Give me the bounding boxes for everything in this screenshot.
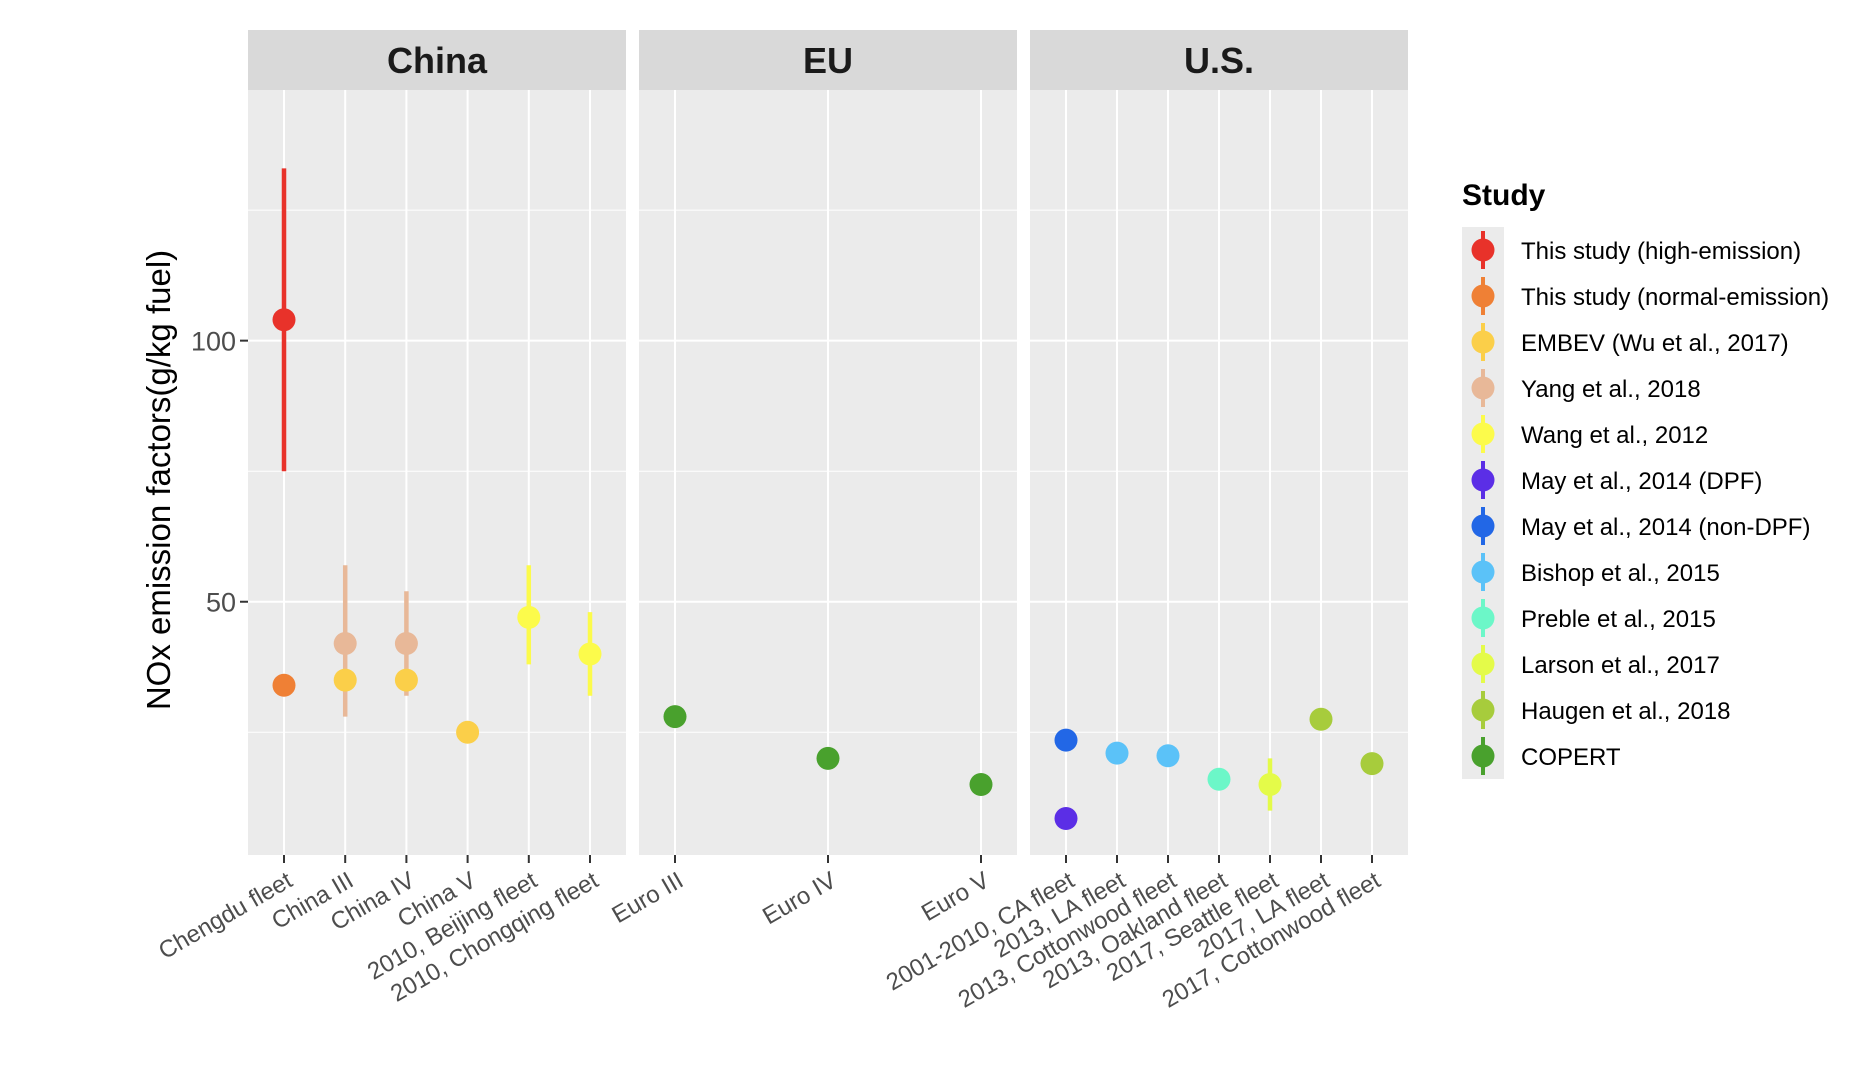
legend-entry: Bishop et al., 2015 xyxy=(1462,549,1720,595)
legend-entry: This study (high-emission) xyxy=(1462,227,1801,273)
legend-label: May et al., 2014 (DPF) xyxy=(1521,468,1762,495)
legend-label: Bishop et al., 2015 xyxy=(1521,560,1720,587)
legend-entry: EMBEV (Wu et al., 2017) xyxy=(1462,319,1789,365)
y-axis: 50 100 xyxy=(191,327,248,618)
legend-key-point xyxy=(1471,422,1495,446)
legend-label: Yang et al., 2018 xyxy=(1521,376,1701,403)
legend-key-point xyxy=(1471,744,1495,768)
panel-background xyxy=(248,90,626,855)
legend-entry: Haugen et al., 2018 xyxy=(1462,687,1731,733)
y-tick-label: 50 xyxy=(206,588,236,618)
x-tick-label: Euro III xyxy=(607,867,688,929)
legend-entry: May et al., 2014 (DPF) xyxy=(1462,457,1762,503)
legend-entry: COPERT xyxy=(1462,733,1621,779)
legend-key-point xyxy=(1471,376,1495,400)
facet-strip xyxy=(639,30,1017,90)
facet-label: EU xyxy=(803,40,853,81)
legend-label: EMBEV (Wu et al., 2017) xyxy=(1521,330,1789,357)
x-tick-label: Euro IV xyxy=(758,867,841,930)
data-point xyxy=(517,605,541,629)
facet-label: China xyxy=(387,40,488,81)
legend-label: Haugen et al., 2018 xyxy=(1521,698,1731,725)
legend-entry: This study (normal-emission) xyxy=(1462,273,1829,319)
data-point xyxy=(1105,741,1129,765)
legend-title: Study xyxy=(1462,179,1546,212)
legend-entry: Preble et al., 2015 xyxy=(1462,595,1716,641)
data-point xyxy=(394,632,418,656)
data-point xyxy=(969,773,993,797)
data-point xyxy=(816,746,840,770)
data-point xyxy=(394,668,418,692)
legend-entry: Wang et al., 2012 xyxy=(1462,411,1708,457)
y-tick-label: 100 xyxy=(191,327,236,357)
legend-key-point xyxy=(1471,698,1495,722)
data-point xyxy=(272,308,296,332)
legend-key-point xyxy=(1471,468,1495,492)
data-point xyxy=(1054,806,1078,830)
legend-key-point xyxy=(1471,560,1495,584)
legend-label: Preble et al., 2015 xyxy=(1521,606,1716,633)
data-point xyxy=(456,720,480,744)
legend: Study This study (high-emission) This stud… xyxy=(1462,179,1829,779)
data-point xyxy=(1258,773,1282,797)
facet-strip xyxy=(1030,30,1408,90)
data-point xyxy=(578,642,602,666)
legend-label: This study (high-emission) xyxy=(1521,238,1801,265)
data-point xyxy=(333,632,357,656)
legend-key-point xyxy=(1471,238,1495,262)
legend-key-point xyxy=(1471,514,1495,538)
legend-entry: Yang et al., 2018 xyxy=(1462,365,1701,411)
legend-label: COPERT xyxy=(1521,744,1621,771)
facet-strip xyxy=(248,30,626,90)
legend-entry: May et al., 2014 (non-DPF) xyxy=(1462,503,1810,549)
legend-label: Larson et al., 2017 xyxy=(1521,652,1720,679)
legend-entry: Larson et al., 2017 xyxy=(1462,641,1720,687)
data-point xyxy=(1054,728,1078,752)
legend-label: May et al., 2014 (non-DPF) xyxy=(1521,514,1810,541)
legend-key-point xyxy=(1471,284,1495,308)
data-point xyxy=(663,705,687,729)
legend-key-point xyxy=(1471,330,1495,354)
y-axis-title: NOx emission factors(g/kg fuel) xyxy=(140,250,177,710)
data-point xyxy=(1309,707,1333,731)
legend-key-point xyxy=(1471,606,1495,630)
data-point xyxy=(1360,752,1384,776)
legend-label: This study (normal-emission) xyxy=(1521,284,1829,311)
data-point xyxy=(333,668,357,692)
legend-label: Wang et al., 2012 xyxy=(1521,422,1708,449)
data-point xyxy=(1207,767,1231,791)
data-point xyxy=(1156,744,1180,768)
legend-key-point xyxy=(1471,652,1495,676)
data-point xyxy=(272,673,296,697)
facet-label: U.S. xyxy=(1184,40,1254,81)
